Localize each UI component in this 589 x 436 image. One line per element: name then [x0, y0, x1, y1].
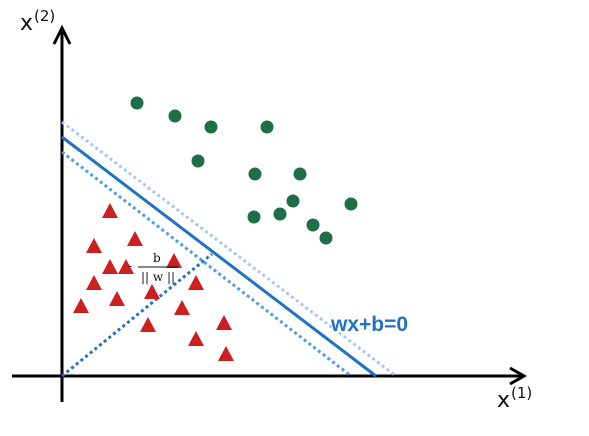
- positive-point: [344, 197, 358, 211]
- negative-point: [127, 231, 143, 246]
- hyperplane-line: [61, 135, 377, 378]
- x-axis-label: x: [497, 388, 510, 413]
- y-axis-label: x: [20, 11, 33, 36]
- negative-point: [188, 331, 204, 346]
- negative-point: [216, 315, 232, 330]
- distance-line: [61, 252, 213, 378]
- negative-point: [144, 284, 160, 299]
- y-axis-superscript: (2): [34, 7, 55, 25]
- positive-point: [286, 194, 300, 208]
- positive-point: [247, 210, 261, 224]
- negative-point: [188, 275, 204, 290]
- negative-point: [102, 203, 118, 218]
- negative-point: [73, 298, 89, 313]
- negative-point: [118, 259, 134, 274]
- offset-annotation: - b || w ||: [128, 251, 178, 284]
- negative-point: [86, 275, 102, 290]
- positive-point: [293, 167, 307, 181]
- positive-point: [204, 120, 218, 134]
- y-axis-arrow-icon: [52, 24, 72, 45]
- positive-points: [130, 96, 358, 245]
- negative-point: [218, 346, 234, 361]
- positive-point: [168, 109, 182, 123]
- negative-point: [140, 317, 156, 332]
- x-axis-superscript: (1): [511, 384, 532, 402]
- offset-numerator: b: [153, 251, 161, 265]
- positive-point: [191, 154, 205, 168]
- hyperplane-equation: wx+b=0: [330, 313, 408, 336]
- positive-point: [248, 167, 262, 181]
- offset-sign: -: [128, 259, 132, 273]
- positive-point: [306, 218, 320, 232]
- positive-point: [130, 96, 144, 110]
- negative-point: [86, 238, 102, 253]
- x-axis-arrow-icon: [509, 366, 528, 386]
- positive-point: [260, 120, 274, 134]
- negative-point: [166, 253, 182, 268]
- lower-margin-line: [61, 150, 352, 378]
- offset-denominator: || w ||: [141, 270, 175, 284]
- positive-point: [273, 207, 287, 221]
- negative-point: [174, 300, 190, 315]
- positive-point: [319, 231, 333, 245]
- upper-margin-line: [61, 120, 397, 378]
- negative-points: [73, 203, 234, 361]
- negative-point: [102, 259, 118, 274]
- negative-point: [109, 291, 125, 306]
